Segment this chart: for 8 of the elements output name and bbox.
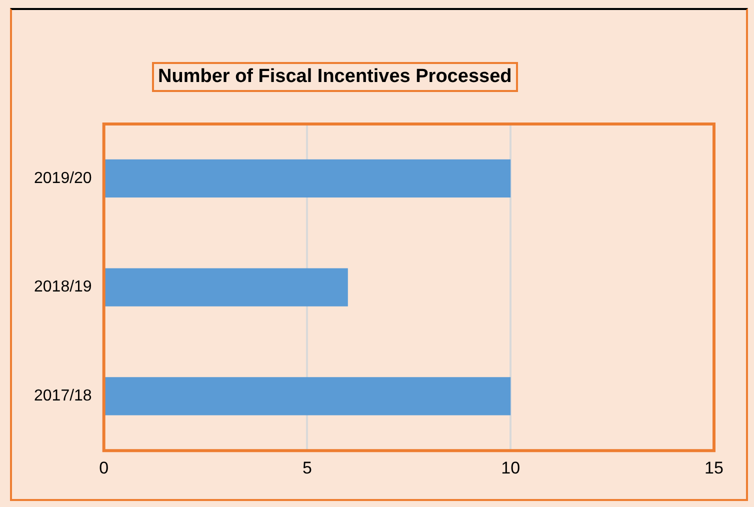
chart-title: Number of Fiscal Incentives Processed	[152, 62, 518, 92]
x-tick-label: 15	[704, 458, 724, 478]
x-tick-label: 5	[302, 458, 312, 478]
x-tick-label: 0	[99, 458, 109, 478]
y-tick-label: 2017/18	[34, 388, 92, 405]
y-tick-label: 2019/20	[34, 170, 92, 187]
x-tick-label: 10	[501, 458, 520, 478]
y-tick-label: 2018/19	[34, 278, 92, 296]
